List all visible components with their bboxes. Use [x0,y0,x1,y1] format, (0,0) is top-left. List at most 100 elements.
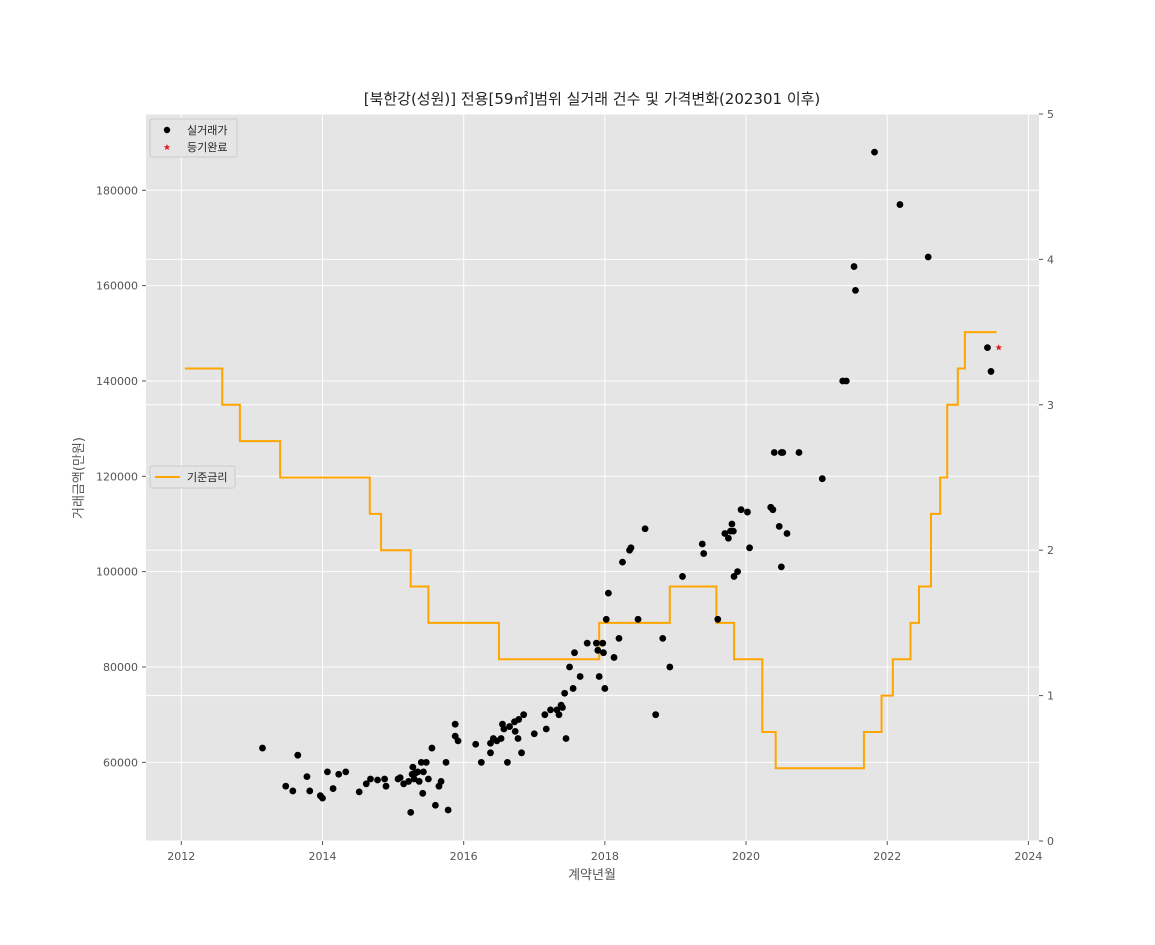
trade-point [652,711,660,719]
trade-point [518,749,525,757]
rate-step-line [184,331,997,770]
trade-point [419,789,427,797]
trade-point [571,649,578,657]
legend-label-registered: 등기완료 [187,141,227,154]
trade-point [666,663,674,671]
trade-point [259,744,266,752]
trade-point [374,776,381,784]
trade-point [381,775,389,783]
trade-point [442,758,450,766]
trade-point [504,758,511,766]
trade-point [520,711,528,719]
y-tick-label: 180000 [96,184,138,197]
trade-point [530,730,538,738]
y-tick-label: 140000 [96,375,138,388]
trade-point [514,735,522,742]
x-tick-label: 2024 [1014,850,1042,863]
trade-point [569,685,577,692]
price-series [259,148,1003,816]
trade-point [500,725,508,733]
trade-point [737,506,745,514]
trade-point [472,740,480,748]
trade-point [342,768,350,776]
trade-point [477,758,485,766]
trade-point [850,263,858,270]
legend-points: 실거래가 등기완료 [149,118,238,158]
y2-tick-label: 4 [1047,253,1054,266]
trade-point [924,253,932,261]
trade-point [602,615,610,623]
trade-point [594,646,602,654]
x-tick-label: 2022 [873,850,901,863]
trade-point [303,773,311,781]
trade-point [641,525,649,533]
trade-point [714,615,722,623]
trade-point [746,544,753,552]
y2-tick-label: 1 [1047,690,1054,703]
trade-point [405,778,413,785]
trade-point [428,744,436,752]
legend-label-trade: 실거래가 [187,124,227,137]
trade-point [414,768,422,776]
y-tick-label: 120000 [96,470,138,483]
trade-point [610,654,618,661]
legend-marker-star [163,144,171,151]
trade-point [730,573,738,580]
trade-point [576,673,584,680]
trade-point [769,506,777,514]
trade-point [487,749,494,757]
trade-point [698,540,706,548]
trade-point [319,794,326,802]
trade-point [984,344,991,351]
trade-point [355,788,363,796]
trade-point [497,735,505,742]
trade-point [601,685,609,692]
trade-point [422,758,430,766]
trade-point [432,801,439,809]
trade-point [842,377,850,385]
trade-point [619,558,626,566]
legend-points-box [149,118,238,158]
chart-title: [북한강(성원)] 전용[59㎡]범위 실거래 건수 및 가격변화(202301… [364,90,821,108]
x-tick-label: 2012 [167,850,195,863]
trade-point [896,201,904,208]
trade-point [634,615,642,623]
trade-point [382,782,390,790]
y2-tick-label: 0 [1047,835,1054,848]
trade-point [555,711,563,719]
y2-tick-label: 3 [1047,399,1054,412]
trade-point [289,787,297,795]
trade-point [615,634,623,642]
trade-point [770,449,778,456]
legend-rate: 기준금리 [149,465,236,489]
trade-point [424,775,432,783]
trade-point [871,148,878,156]
trade-point [367,775,374,783]
trade-point [541,711,549,719]
trade-point [679,573,686,580]
trade-point [282,782,290,790]
trade-point [818,475,826,483]
trade-point [444,806,452,814]
trade-point [599,639,607,647]
trade-point [417,758,425,766]
rate-series [184,331,997,770]
trade-point [437,778,445,785]
trade-point [407,808,415,816]
trade-point [600,649,607,657]
y-tick-label: 60000 [103,756,138,769]
y-axis-title: 거래금액(만원) [72,437,87,519]
x-tick-label: 2014 [308,850,336,863]
trade-point [396,774,404,781]
trade-point [329,785,337,792]
x-axis-title: 계약년월 [568,868,616,883]
trade-point [542,725,550,733]
trade-point [506,723,513,730]
trade-point [324,768,331,776]
trade-point [627,544,635,552]
legend-marker-circle [163,126,171,134]
trade-point [561,689,569,697]
trade-point [795,449,803,456]
trade-point [777,563,785,571]
trade-point [721,530,729,537]
